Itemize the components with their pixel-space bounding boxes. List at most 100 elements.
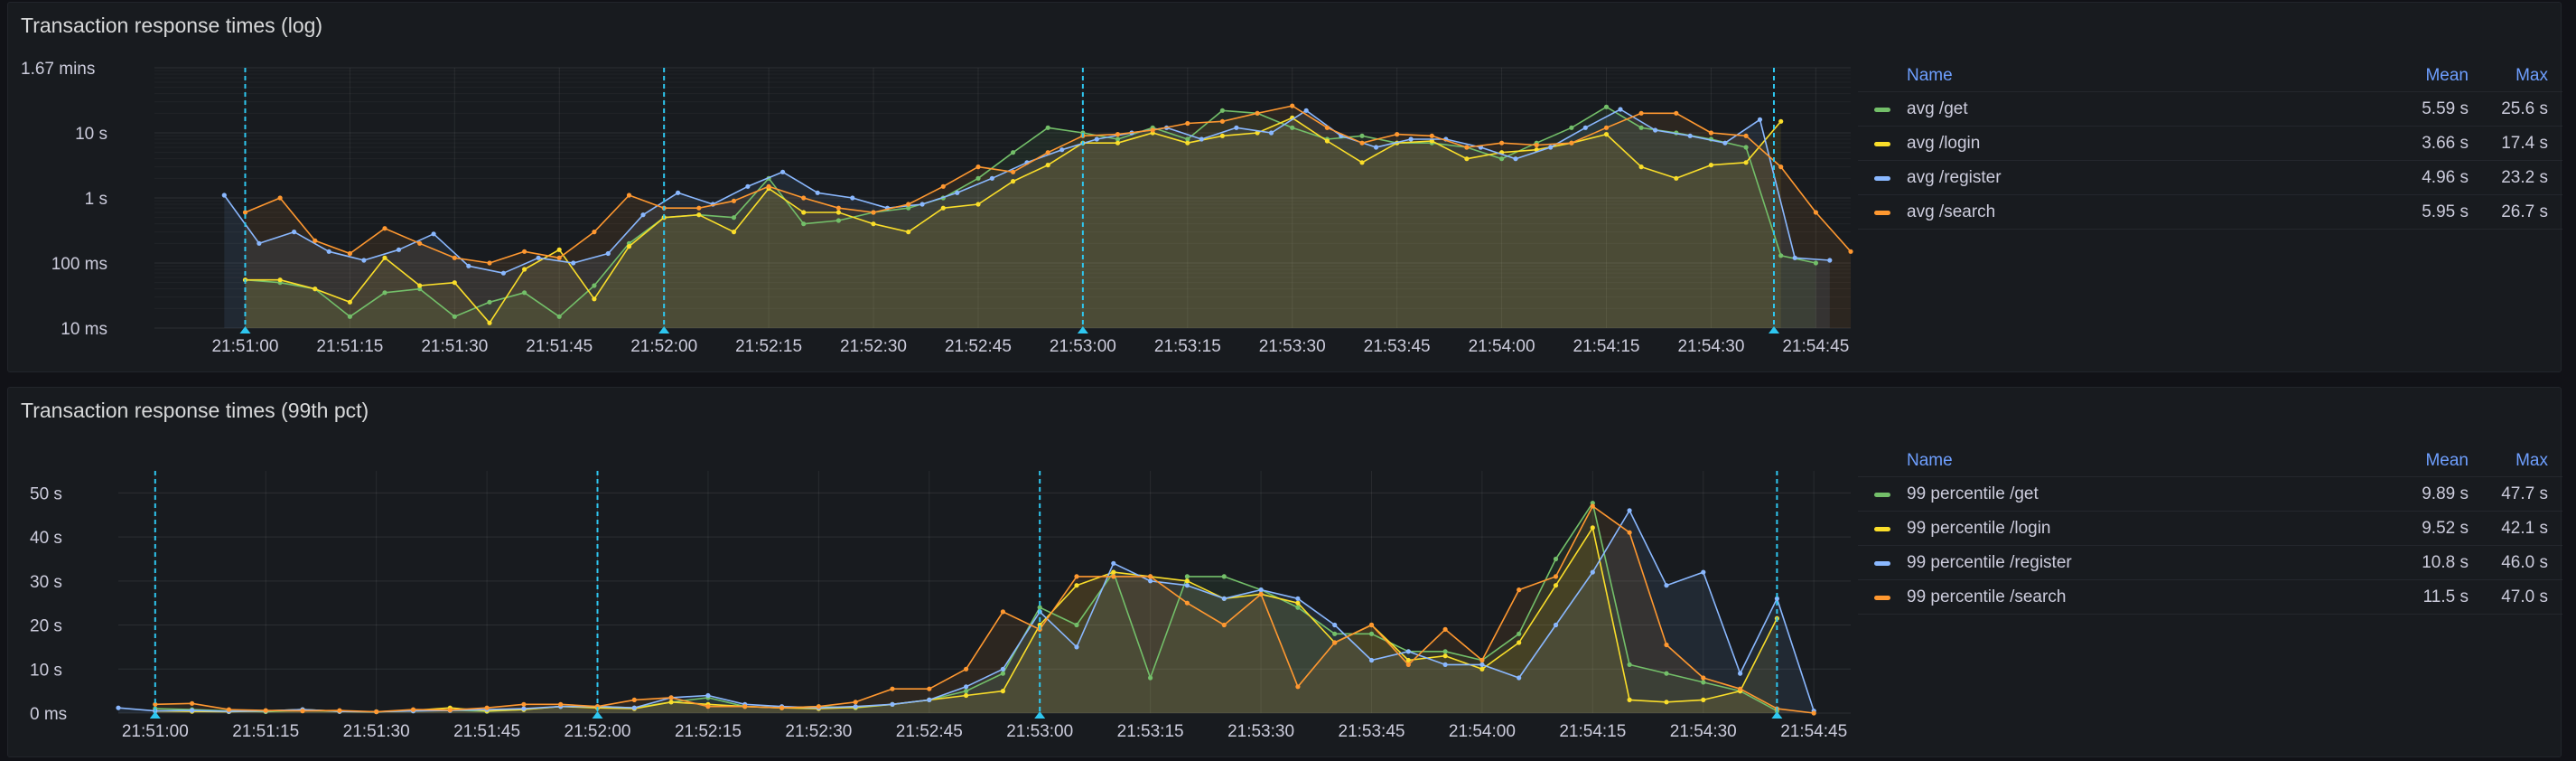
legend-header-name[interactable]: Name [1907, 66, 1953, 85]
data-point [1185, 136, 1190, 142]
data-point [221, 193, 227, 198]
chart-99th-pct[interactable]: 0 ms 10 s 20 s 30 s 40 s 50 s 21:51:00 21:51:15… [8, 388, 1858, 758]
data-point [1332, 622, 1338, 628]
legend-row-avg-get[interactable]: avg /get 5.59 s 25.6 s [1858, 92, 2562, 127]
data-point [1258, 591, 1264, 597]
data-point [536, 255, 541, 260]
data-point [1045, 150, 1050, 155]
legend-row-p99-register[interactable]: 99 percentile /register 10.8 s 46.0 s [1858, 546, 2562, 580]
data-point [1499, 156, 1505, 162]
annotation-marker [239, 326, 251, 334]
data-point [1664, 671, 1669, 676]
y-tick-label: 10 s [75, 125, 107, 144]
legend-header-max[interactable]: Max [2515, 451, 2548, 470]
data-point [1548, 145, 1554, 150]
data-point [571, 260, 576, 266]
data-point [1045, 163, 1050, 168]
series-name[interactable]: 99 percentile /login [1907, 519, 2051, 538]
legend-row-avg-search[interactable]: avg /search 5.95 s 26.7 s [1858, 195, 2562, 230]
data-point [1221, 574, 1227, 579]
x-tick-label: 21:52:30 [840, 337, 907, 356]
legend-header: Name Mean Max [1858, 57, 2562, 92]
legend-header-mean[interactable]: Mean [2425, 66, 2469, 85]
series-name[interactable]: avg /login [1907, 134, 1981, 153]
data-point [964, 692, 969, 699]
legend-row-p99-login[interactable]: 99 percentile /login 9.52 s 42.1 s [1858, 512, 2562, 546]
series-mean: 9.52 s [2422, 519, 2469, 538]
data-point [556, 314, 562, 319]
data-point [313, 238, 318, 243]
x-tick-label: 21:52:15 [675, 722, 742, 741]
series-color-swatch[interactable] [1874, 561, 1890, 566]
series-mean: 9.89 s [2422, 484, 2469, 503]
series-name[interactable]: 99 percentile /get [1907, 484, 2039, 503]
legend-table: Name Mean Max 99 percentile /get 9.89 s … [1858, 442, 2562, 615]
data-point [1074, 644, 1079, 650]
y-tick-label: 10 s [30, 661, 62, 680]
data-point [487, 320, 492, 325]
series-name[interactable]: avg /register [1907, 168, 2002, 187]
data-point [1115, 132, 1121, 137]
panel-title[interactable]: Transaction response times (99th pct) [21, 399, 369, 422]
data-point [801, 221, 807, 227]
data-point [1115, 136, 1121, 142]
data-point [1582, 125, 1588, 130]
chart-log[interactable]: 10 ms 100 ms 1 s 10 s 1.67 mins 21:51:00 21:51… [8, 3, 1858, 373]
series-name[interactable]: avg /search [1907, 202, 1996, 221]
data-point [801, 210, 807, 215]
series-color-swatch[interactable] [1874, 211, 1890, 215]
data-point [347, 250, 352, 257]
data-point [487, 260, 492, 266]
legend-row-avg-login[interactable]: avg /login 3.66 s 17.4 s [1858, 127, 2562, 161]
series-line-99-percentile-search [154, 505, 1815, 714]
panel-99th-pct: Transaction response times (99th pct) 0 … [7, 387, 2562, 757]
data-point [1037, 622, 1042, 628]
data-point [1185, 120, 1190, 127]
data-point [313, 287, 318, 292]
data-point [1268, 130, 1274, 136]
data-point [1000, 666, 1005, 672]
data-point [1590, 569, 1595, 575]
data-point [1295, 684, 1301, 690]
y-tick-label: 50 s [30, 484, 62, 503]
series-99-percentile-search [153, 503, 1816, 716]
data-point [1221, 596, 1227, 601]
series-color-swatch[interactable] [1874, 493, 1890, 497]
legend-row-p99-get[interactable]: 99 percentile /get 9.89 s 47.7 s [1858, 477, 2562, 512]
data-point [1848, 249, 1853, 254]
x-tick-label: 21:53:00 [1006, 722, 1073, 741]
series-mean: 5.95 s [2422, 202, 2469, 221]
series-name[interactable]: avg /get [1907, 99, 1968, 118]
data-point [1708, 163, 1713, 168]
series-max: 46.0 s [2501, 553, 2548, 572]
legend-row-p99-search[interactable]: 99 percentile /search 11.5 s 47.0 s [1858, 580, 2562, 615]
data-point [1184, 600, 1190, 606]
data-point [1045, 125, 1050, 130]
x-tick-label: 21:51:45 [453, 722, 520, 741]
data-point [1219, 133, 1225, 138]
legend-row-avg-register[interactable]: avg /register 4.96 s 23.2 s [1858, 161, 2562, 195]
data-point [1219, 118, 1225, 124]
y-tick-label: 40 s [30, 529, 62, 548]
data-point [361, 258, 367, 263]
series-name[interactable]: 99 percentile /register [1907, 553, 2072, 572]
data-point [1674, 175, 1679, 181]
series-color-swatch[interactable] [1874, 527, 1890, 531]
data-point [1148, 574, 1153, 579]
series-color-swatch[interactable] [1874, 142, 1890, 146]
data-point [1094, 136, 1099, 142]
legend-header-name[interactable]: Name [1907, 451, 1953, 470]
series-color-swatch[interactable] [1874, 176, 1890, 181]
legend-header-mean[interactable]: Mean [2425, 451, 2469, 470]
series-fill-99-percentile-login [154, 527, 1778, 713]
series-name[interactable]: 99 percentile /search [1907, 587, 2067, 606]
annotation-marker [1768, 326, 1779, 334]
series-color-swatch[interactable] [1874, 108, 1890, 112]
data-point [226, 707, 231, 712]
series-fill-avg-register [224, 109, 1830, 328]
legend-header-max[interactable]: Max [2515, 66, 2548, 85]
panel-title[interactable]: Transaction response times (log) [21, 14, 323, 37]
data-point [626, 193, 632, 198]
series-color-swatch[interactable] [1874, 596, 1890, 600]
data-point [484, 705, 490, 710]
